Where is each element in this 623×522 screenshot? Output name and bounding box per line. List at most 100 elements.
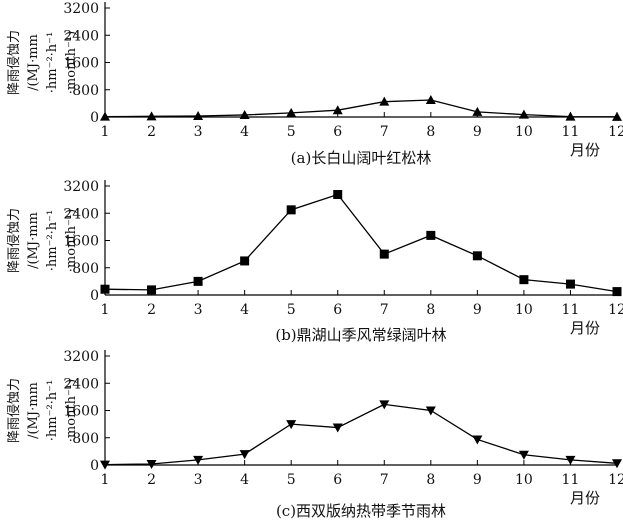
y-axis-label-line: 降雨侵蚀力	[6, 378, 22, 443]
x-axis-label: 月份	[570, 319, 600, 337]
x-tick-label: 8	[426, 302, 435, 318]
data-point	[519, 275, 529, 285]
data-point	[565, 455, 576, 465]
x-tick-label: 1	[101, 472, 110, 488]
series-line	[104, 403, 618, 466]
data-point	[239, 450, 250, 460]
x-tick-label: 2	[147, 302, 156, 318]
panel-caption: (b)鼎湖山季风常绿阔叶林	[275, 326, 446, 344]
data-point	[426, 230, 436, 240]
x-tick-label: 10	[515, 124, 533, 140]
data-point	[379, 96, 390, 106]
y-tick-label: 3200	[63, 179, 99, 195]
data-point	[612, 459, 622, 469]
y-tick-label: 800	[72, 261, 99, 277]
data-point	[193, 276, 203, 286]
data-point	[332, 105, 343, 115]
data-point	[286, 420, 297, 430]
x-tick-label: 3	[194, 302, 203, 318]
x-tick-label: 12	[608, 124, 623, 140]
x-tick-label: 1	[101, 302, 110, 318]
data-point	[565, 111, 576, 121]
data-point	[472, 435, 483, 445]
data-point	[100, 460, 110, 470]
y-tick-label: 0	[90, 110, 99, 126]
data-point	[518, 450, 529, 460]
x-tick-label: 9	[473, 302, 482, 318]
x-axis-label: 月份	[570, 141, 600, 159]
panel-caption: (a)长白山阔叶红松林	[291, 149, 432, 167]
y-tick-label: 800	[72, 431, 99, 447]
data-point	[146, 111, 157, 121]
y-axis-label-line: ·month⁻¹)	[64, 31, 79, 94]
x-tick-label: 4	[240, 472, 249, 488]
x-tick-label: 6	[333, 124, 342, 140]
x-axis-label: 月份	[570, 489, 600, 507]
x-tick-label: 3	[194, 472, 203, 488]
y-tick-label: 0	[90, 458, 99, 474]
data-point	[146, 459, 157, 469]
x-tick-label: 7	[380, 124, 389, 140]
data-point	[612, 111, 622, 121]
x-tick-label: 12	[608, 472, 623, 488]
series-line	[104, 99, 618, 118]
x-tick-label: 12	[608, 302, 623, 318]
x-tick-label: 1	[101, 124, 110, 140]
y-tick-label: 3200	[63, 349, 99, 365]
data-point	[239, 109, 250, 119]
x-tick-label: 11	[562, 124, 580, 140]
data-point	[193, 455, 204, 465]
x-tick-label: 9	[473, 124, 482, 140]
x-tick-label: 2	[147, 124, 156, 140]
data-point	[425, 94, 436, 104]
x-tick-label: 4	[240, 302, 249, 318]
data-point	[565, 279, 575, 289]
y-tick-label: 800	[72, 83, 99, 99]
y-axis-label-line: /(MJ·mm	[26, 34, 41, 91]
data-point	[379, 400, 390, 410]
y-axis-label-line: ·hm⁻²·h⁻¹	[45, 32, 60, 93]
y-axis-label-line: ·hm⁻²·h⁻¹	[45, 210, 60, 271]
y-axis-label-line: ·month⁻¹)	[64, 379, 79, 442]
data-point	[333, 190, 343, 200]
x-tick-label: 9	[473, 472, 482, 488]
data-point	[240, 256, 250, 266]
x-tick-label: 5	[287, 124, 296, 140]
x-tick-label: 8	[426, 472, 435, 488]
series-line	[104, 193, 618, 293]
x-tick-label: 6	[333, 302, 342, 318]
data-point	[147, 285, 157, 295]
x-tick-label: 2	[147, 472, 156, 488]
data-point	[379, 249, 389, 259]
x-tick-label: 10	[515, 472, 533, 488]
data-point	[286, 205, 296, 215]
panel-caption: (c)西双版纳热带季节雨林	[276, 502, 446, 520]
y-tick-label: 1600	[63, 56, 99, 72]
y-tick-label: 1600	[63, 404, 99, 420]
x-tick-label: 7	[380, 302, 389, 318]
x-tick-label: 3	[194, 124, 203, 140]
y-tick-label: 2400	[63, 206, 99, 222]
y-axis-label-line: ·hm⁻²·h⁻¹	[45, 380, 60, 441]
y-tick-label: 1600	[63, 234, 99, 250]
y-tick-label: 2400	[63, 376, 99, 392]
y-tick-label: 2400	[63, 28, 99, 44]
data-point	[518, 109, 529, 119]
x-tick-label: 4	[240, 124, 249, 140]
data-point	[612, 287, 622, 297]
data-point	[472, 106, 483, 116]
x-tick-label: 10	[515, 302, 533, 318]
y-tick-label: 3200	[63, 1, 99, 17]
y-axis-label-line: /(MJ·mm	[26, 382, 41, 439]
data-point	[332, 423, 343, 433]
y-axis-label-line: ·month⁻¹)	[64, 209, 79, 272]
x-tick-label: 7	[380, 472, 389, 488]
data-point	[100, 284, 110, 294]
data-point	[286, 107, 297, 117]
data-point	[472, 251, 482, 261]
y-axis-label-line: 降雨侵蚀力	[6, 30, 22, 95]
